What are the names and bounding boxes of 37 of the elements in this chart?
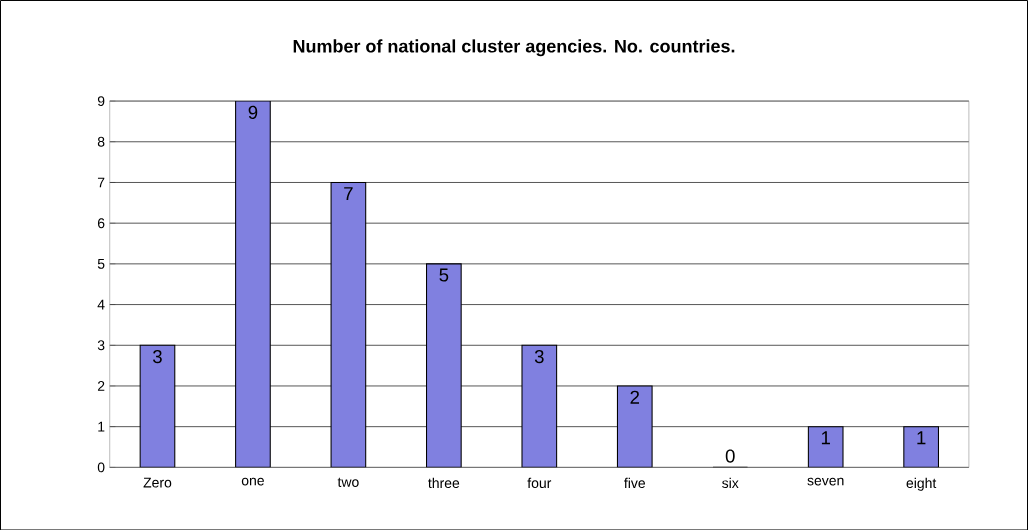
- data-label: 0: [725, 449, 735, 463]
- data-label: 3: [534, 349, 544, 363]
- x-tick-label: five: [624, 477, 646, 488]
- y-tick-label: 2: [97, 380, 105, 391]
- bar: [903, 425, 940, 468]
- y-tick-label: 6: [97, 218, 105, 228]
- x-tick-label: Zero: [143, 477, 172, 488]
- data-label: 1: [821, 431, 830, 444]
- y-tick-label: 8: [97, 136, 105, 147]
- chart-title: Number of national cluster agencies. No. countries.: [293, 39, 735, 56]
- data-label: 2: [630, 390, 640, 404]
- x-tick-label: six: [722, 477, 739, 488]
- data-label: 7: [344, 186, 353, 200]
- bar: [521, 344, 558, 468]
- x-tick-label: two: [337, 477, 359, 487]
- bar: [425, 263, 462, 468]
- bar: [807, 425, 844, 468]
- x-tick-label: four: [527, 477, 552, 488]
- x-tick-label: one: [241, 477, 264, 486]
- y-tick-label: 9: [97, 95, 105, 106]
- y-tick-label: 5: [97, 258, 105, 269]
- y-tick-label: 1: [98, 421, 105, 432]
- bar: [235, 100, 271, 468]
- data-label: 1: [917, 431, 926, 444]
- bar: [330, 181, 367, 468]
- bar: [616, 385, 653, 468]
- y-tick-label: 3: [97, 340, 105, 350]
- y-tick-label: 4: [97, 299, 105, 310]
- x-tick-label: three: [428, 477, 460, 488]
- data-label: 3: [152, 349, 162, 363]
- y-tick-label: 7: [97, 177, 105, 188]
- x-tick-label: seven: [807, 477, 844, 486]
- x-tick-label: eight: [906, 477, 937, 491]
- y-tick-label: 0: [97, 462, 105, 473]
- bar: [139, 344, 176, 468]
- data-label: 9: [248, 105, 258, 119]
- data-label: 5: [439, 268, 449, 282]
